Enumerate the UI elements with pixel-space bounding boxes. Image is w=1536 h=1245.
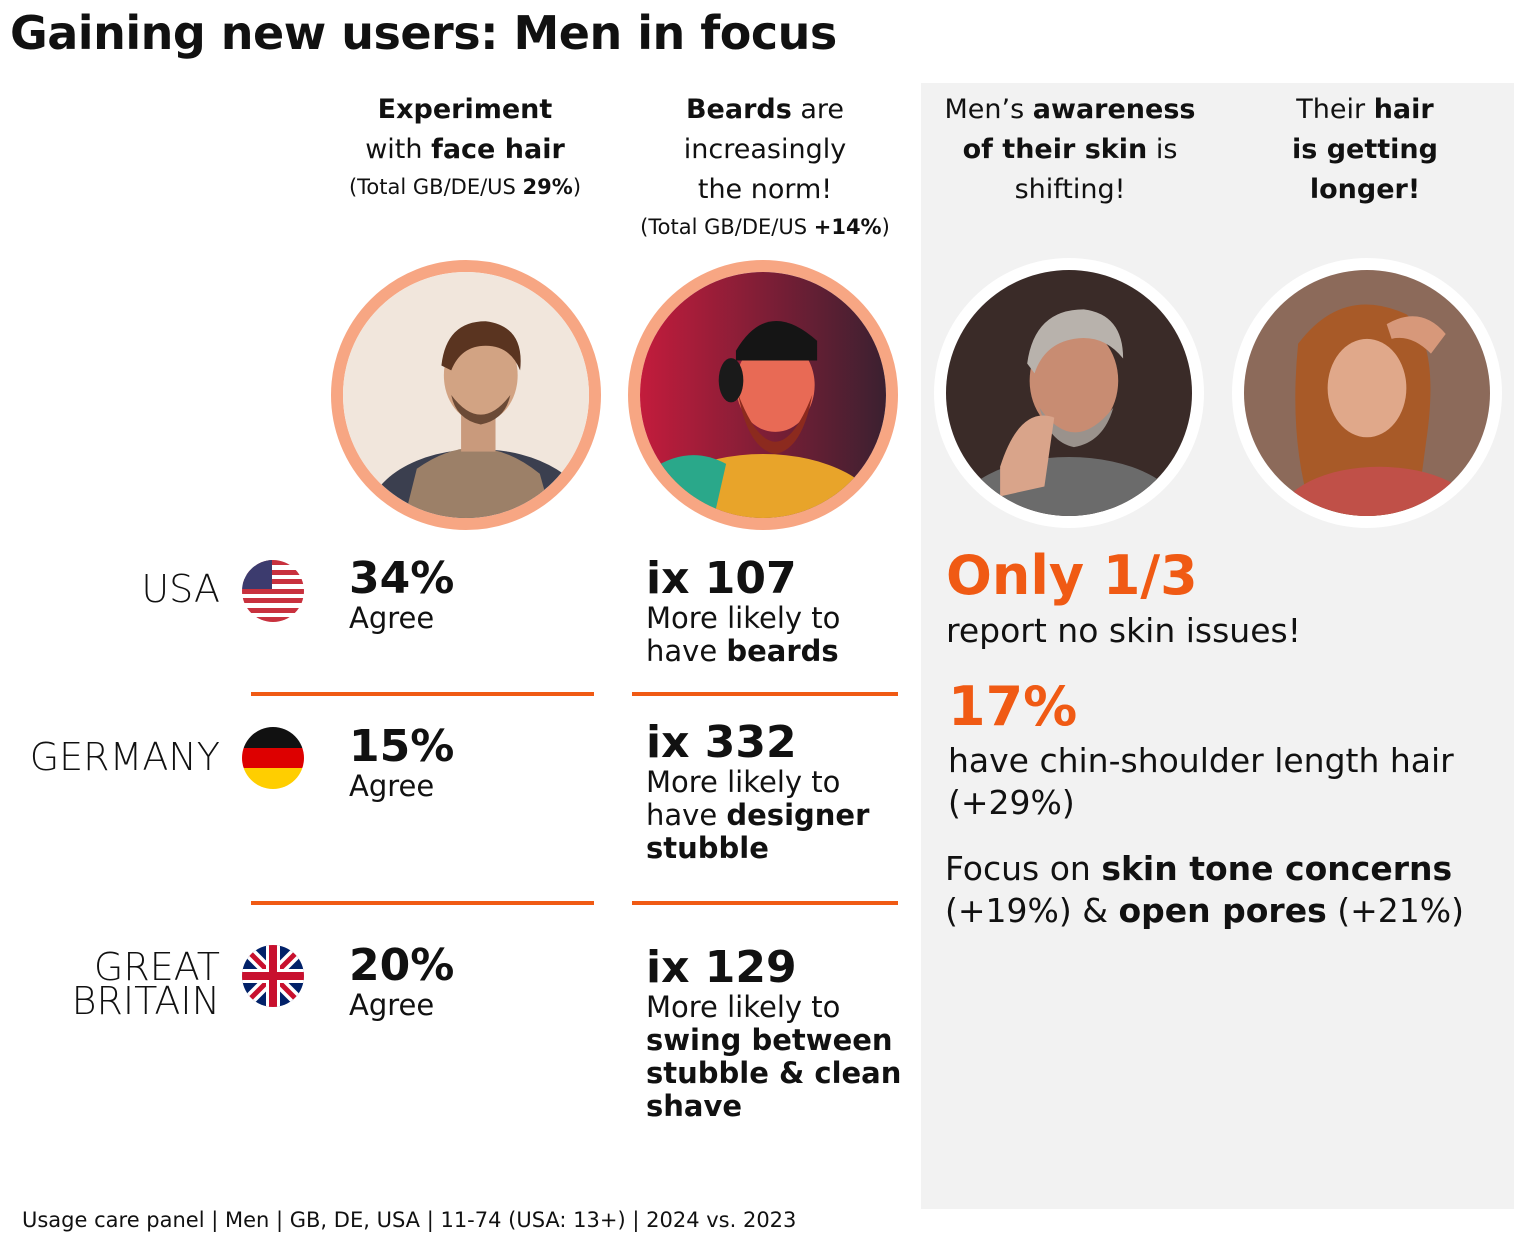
divider: [251, 692, 594, 696]
great-britain-beard-index: ix 129 More likely to swing between stub…: [646, 945, 916, 1123]
usa-beard-index: ix 107 More likely to have beards: [646, 556, 916, 668]
page-title: Gaining new users: Men in focus: [10, 6, 837, 60]
stat-only-one-third: Only 1/3: [946, 544, 1198, 607]
stat-hair-length: 17%: [948, 675, 1078, 738]
germany-flag-icon: [242, 727, 304, 789]
stat-value: 34%: [349, 553, 455, 604]
germany-beard-index: ix 332 More likely to have designer stub…: [646, 720, 916, 865]
great-britain-face-hair-stat: 20% Agree: [349, 943, 454, 1022]
index-value: ix 129: [646, 942, 797, 993]
index-value: ix 332: [646, 717, 797, 768]
uk-flag-icon: [242, 945, 304, 1007]
divider: [632, 901, 898, 905]
column-header-longer-hair: Their hair is getting longer!: [1292, 94, 1438, 205]
country-label-usa: USA: [141, 567, 220, 611]
country-label-great-britain: GREAT BRITAIN: [71, 945, 220, 1023]
usa-flag-icon: [242, 560, 304, 622]
stat-only-one-third-text: report no skin issues!: [946, 611, 1301, 650]
man-with-scarf-photo: [331, 260, 601, 530]
column-header-skin-awareness: Men’s awareness of their skin is shiftin…: [944, 94, 1196, 205]
stat-label: Agree: [349, 769, 435, 803]
column-header-beards: Beards are increasingly the norm! (Total…: [640, 94, 890, 239]
divider: [251, 901, 594, 905]
country-label-germany: GERMANY: [29, 735, 220, 779]
index-value: ix 107: [646, 553, 797, 604]
divider: [632, 692, 898, 696]
footer-source: Usage care panel | Men | GB, DE, USA | 1…: [22, 1208, 797, 1232]
stat-label: Agree: [349, 988, 435, 1022]
germany-face-hair-stat: 15% Agree: [349, 724, 454, 803]
stat-value: 20%: [349, 940, 455, 991]
stat-value: 15%: [349, 721, 455, 772]
grey-haired-man-skin-photo: [934, 258, 1204, 528]
stat-label: Agree: [349, 601, 435, 635]
column-header-face-hair: Experiment with face hair (Total GB/DE/U…: [348, 94, 582, 199]
focus-skin-concerns: Focus on skin tone concerns (+19%) & ope…: [945, 849, 1464, 930]
usa-face-hair-stat: 34% Agree: [349, 556, 454, 635]
bearded-man-headphones-photo: [628, 260, 898, 530]
long-haired-man-photo: [1232, 258, 1502, 528]
stat-hair-length-text: have chin-shoulder length hair (+29%): [948, 741, 1454, 822]
